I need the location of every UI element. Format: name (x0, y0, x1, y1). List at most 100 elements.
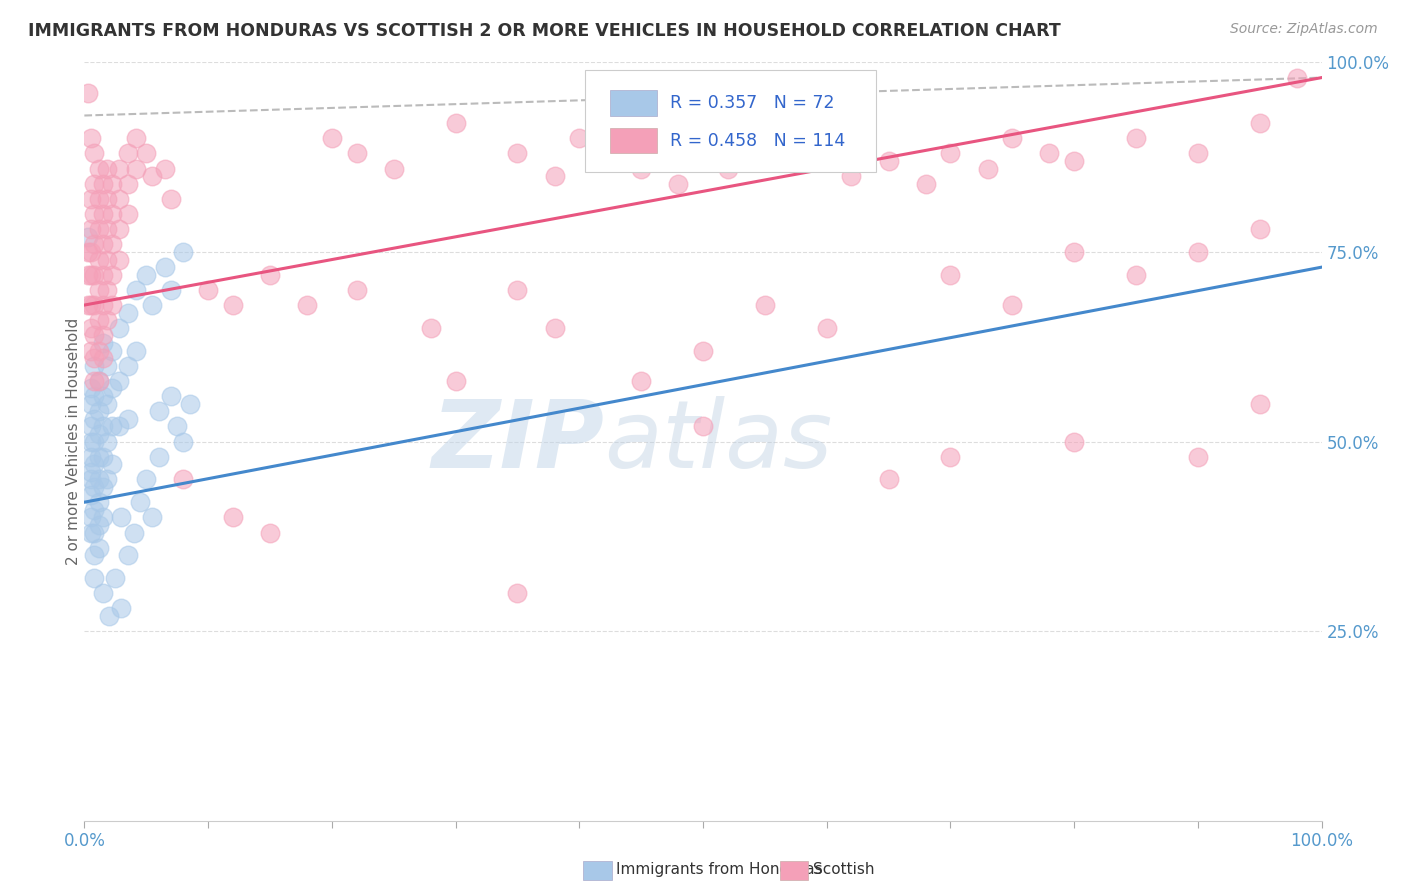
Point (91, 328, 114, 343)
Point (630, 161, 652, 176)
Point (77, 268, 100, 282)
Point (141, 298, 163, 312)
Point (89, 252, 111, 267)
Point (543, 320, 565, 334)
Point (172, 473, 194, 487)
Point (117, 305, 139, 319)
Point (939, 450, 962, 464)
Text: R = 0.458   N = 114: R = 0.458 N = 114 (669, 131, 845, 150)
Point (89, 427, 111, 442)
Point (444, 116, 467, 130)
Point (1187, 244, 1209, 259)
Point (79, 525, 101, 540)
Point (117, 548, 139, 563)
Point (222, 298, 245, 312)
Point (83, 359, 105, 373)
Point (160, 283, 183, 297)
Point (321, 131, 343, 145)
Point (122, 525, 145, 540)
Text: Source: ZipAtlas.com: Source: ZipAtlas.com (1230, 22, 1378, 37)
Point (754, 131, 776, 145)
Point (79, 382, 101, 396)
Point (1249, 116, 1271, 130)
Point (1125, 131, 1147, 145)
Point (100, 458, 122, 472)
Point (125, 161, 148, 176)
Point (692, 146, 714, 161)
Point (1187, 450, 1209, 464)
Point (83, 548, 105, 563)
Point (89, 343, 111, 358)
Point (100, 343, 122, 358)
Point (89, 404, 111, 418)
Point (91, 177, 114, 191)
Point (83, 177, 105, 191)
Point (91, 237, 114, 252)
Point (1187, 146, 1209, 161)
Point (79, 419, 101, 434)
Point (79, 192, 101, 206)
Point (77, 244, 100, 259)
Text: atlas: atlas (605, 396, 832, 487)
Point (692, 343, 714, 358)
Point (96, 283, 118, 297)
Point (89, 374, 111, 388)
Point (91, 335, 114, 350)
Bar (610, 90, 657, 116)
Text: ZIP: ZIP (432, 395, 605, 488)
Point (166, 419, 188, 434)
Point (91, 389, 114, 403)
Point (91, 298, 114, 312)
Point (96, 161, 118, 176)
Point (89, 541, 111, 555)
Point (77, 86, 100, 100)
Point (110, 601, 132, 615)
Point (89, 450, 111, 464)
Point (939, 268, 962, 282)
Point (83, 237, 105, 252)
Point (1249, 396, 1271, 410)
Point (1285, 70, 1308, 85)
Point (108, 161, 131, 176)
Point (98, 608, 121, 623)
Point (160, 389, 183, 403)
Point (568, 131, 591, 145)
Point (125, 343, 148, 358)
Point (117, 207, 139, 221)
Point (117, 146, 139, 161)
Point (108, 419, 131, 434)
Y-axis label: 2 or more Vehicles in Household: 2 or more Vehicles in Household (66, 318, 80, 566)
Point (89, 495, 111, 509)
Point (83, 374, 105, 388)
Point (939, 146, 962, 161)
Point (83, 412, 105, 426)
Point (83, 146, 105, 161)
Point (91, 450, 114, 464)
Text: R = 0.357   N = 72: R = 0.357 N = 72 (669, 95, 834, 112)
Point (96, 313, 118, 327)
Point (77, 229, 100, 244)
Point (1249, 222, 1271, 236)
Point (89, 283, 111, 297)
Point (125, 283, 148, 297)
Point (108, 252, 131, 267)
Point (153, 260, 176, 275)
Point (117, 412, 139, 426)
Point (135, 146, 157, 161)
Point (79, 434, 101, 449)
Point (717, 161, 740, 176)
Point (83, 503, 105, 517)
Point (172, 244, 194, 259)
Point (79, 510, 101, 524)
Point (877, 473, 900, 487)
Point (79, 487, 101, 501)
Point (692, 419, 714, 434)
Point (83, 525, 105, 540)
Point (295, 298, 318, 312)
Point (83, 571, 105, 585)
Point (1001, 131, 1024, 145)
Point (153, 161, 176, 176)
Point (117, 177, 139, 191)
Text: IMMIGRANTS FROM HONDURAS VS SCOTTISH 2 OR MORE VEHICLES IN HOUSEHOLD CORRELATION: IMMIGRANTS FROM HONDURAS VS SCOTTISH 2 O… (28, 22, 1062, 40)
Point (346, 146, 368, 161)
